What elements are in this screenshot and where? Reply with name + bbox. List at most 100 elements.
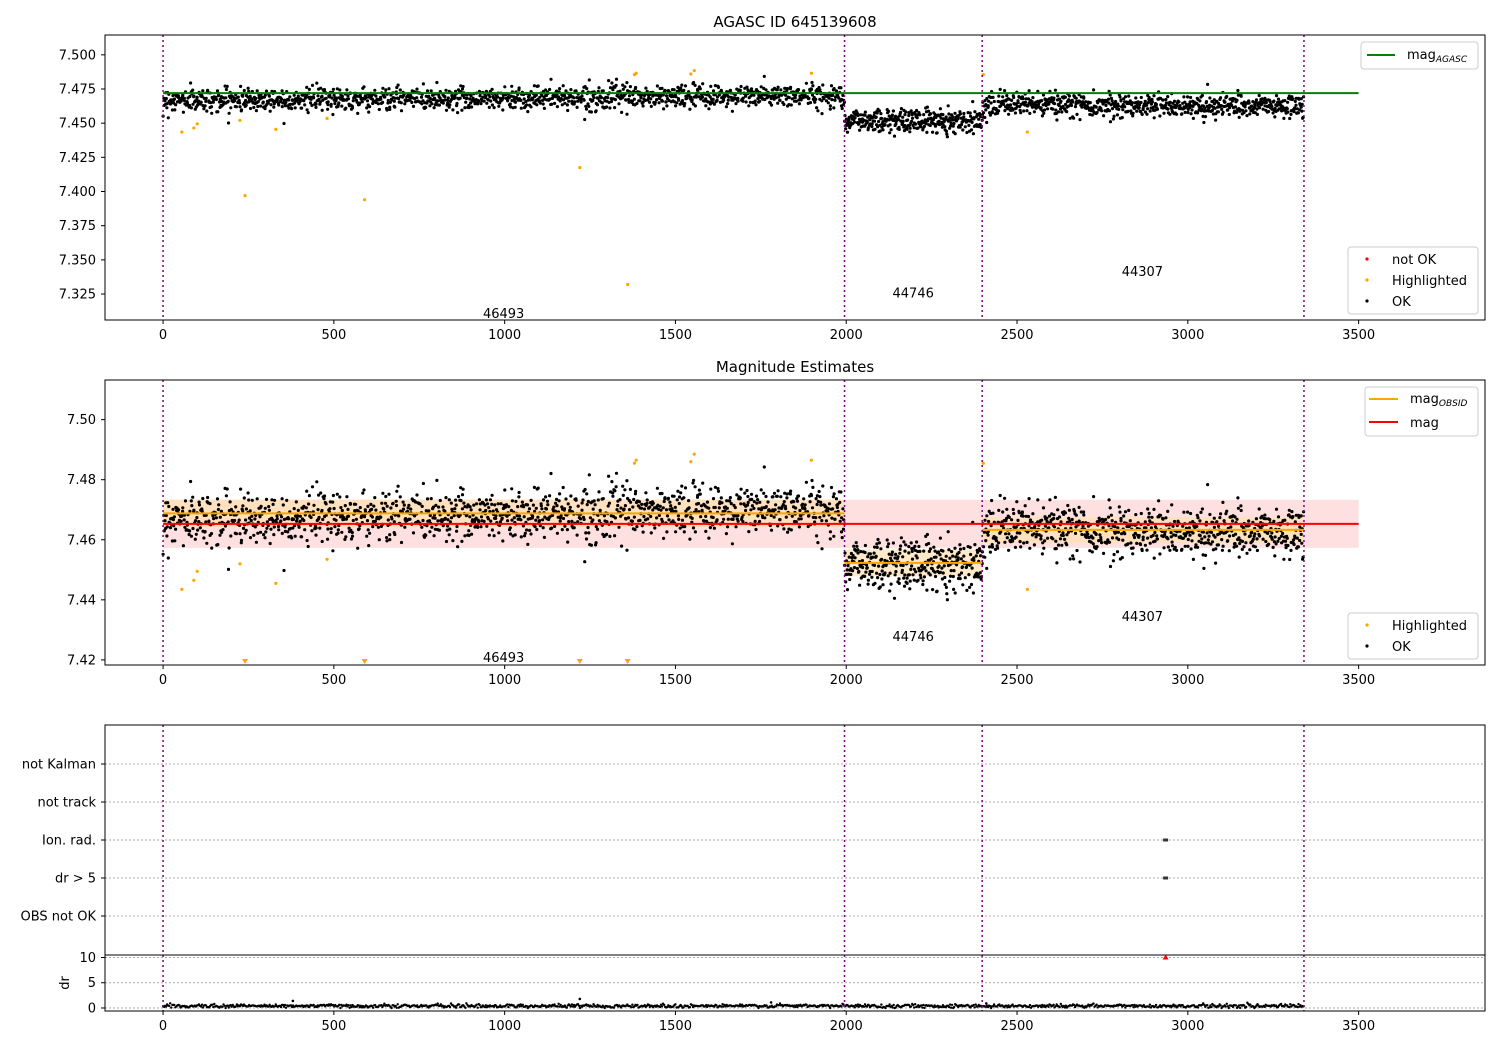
- ok-point: [419, 95, 424, 99]
- highlighted-point: [578, 165, 582, 170]
- ok-point: [1021, 514, 1025, 518]
- ok-point: [1166, 509, 1170, 513]
- ok-point: [365, 534, 369, 538]
- ok-point: [490, 493, 494, 497]
- ok-point: [324, 96, 328, 100]
- ok-point: [1152, 507, 1156, 511]
- ok-point: [933, 549, 937, 553]
- y-tick-label: 7.400: [59, 185, 96, 200]
- ok-point: [316, 94, 320, 98]
- ok-point: [188, 509, 192, 513]
- ok-point: [725, 499, 729, 503]
- out-of-range-marker: [624, 659, 631, 664]
- ok-point: [237, 518, 241, 522]
- ok-point: [280, 105, 284, 109]
- ok-point: [969, 114, 973, 118]
- ok-point: [634, 85, 638, 90]
- ok-point: [165, 106, 169, 110]
- ok-point: [952, 587, 956, 592]
- ok-point: [734, 525, 738, 529]
- ok-point: [1251, 537, 1255, 541]
- ok-point: [961, 583, 965, 587]
- ok-point: [1273, 535, 1277, 539]
- ok-point: [641, 104, 645, 108]
- ok-point: [820, 112, 824, 116]
- ok-point: [272, 525, 276, 529]
- ok-point: [700, 508, 704, 512]
- ok-point: [947, 548, 951, 552]
- ok-point: [1175, 104, 1179, 108]
- ok-point: [994, 536, 998, 540]
- ok-point: [794, 99, 798, 103]
- ok-point: [233, 518, 237, 523]
- ok-point: [298, 514, 302, 518]
- ok-point: [1195, 513, 1199, 517]
- ok-point: [1115, 113, 1120, 117]
- ok-point: [192, 94, 196, 98]
- ok-point: [651, 501, 655, 505]
- ok-point: [701, 481, 705, 485]
- ok-point: [707, 506, 711, 510]
- ok-point: [1072, 557, 1076, 561]
- ok-point: [1022, 541, 1026, 545]
- ok-point: [929, 557, 933, 561]
- ok-point: [304, 506, 308, 510]
- out-of-range-marker: [361, 659, 368, 664]
- ok-point: [542, 106, 547, 110]
- ok-point: [329, 102, 333, 106]
- ok-point: [351, 518, 355, 523]
- ok-point: [725, 506, 729, 510]
- ok-point: [1248, 112, 1252, 116]
- ok-point: [810, 93, 815, 97]
- ok-point: [653, 100, 657, 104]
- ok-point: [877, 109, 882, 113]
- ok-point: [510, 518, 514, 522]
- ok-point: [1108, 93, 1112, 97]
- ok-point: [437, 528, 441, 532]
- highlighted-point: [809, 71, 813, 75]
- ok-point: [1170, 503, 1174, 507]
- ok-point: [544, 495, 548, 499]
- ok-point: [840, 516, 844, 520]
- ok-point: [460, 539, 464, 544]
- ok-point: [610, 81, 614, 85]
- ok-point: [1007, 548, 1011, 552]
- ok-point: [1031, 512, 1035, 516]
- ok-point: [1012, 511, 1016, 516]
- ok-point: [660, 491, 664, 496]
- ok-point: [467, 105, 471, 110]
- legend-highlighted: Highlighted: [1392, 274, 1467, 289]
- ok-point: [1145, 103, 1149, 107]
- ok-point: [1250, 530, 1254, 534]
- ok-point: [680, 83, 684, 87]
- ok-point: [310, 529, 314, 533]
- ok-point: [1210, 108, 1215, 112]
- ok-point: [887, 109, 891, 113]
- ok-point: [1003, 496, 1007, 500]
- ok-point: [605, 520, 609, 524]
- ok-point: [876, 576, 880, 580]
- ok-point: [1162, 111, 1166, 115]
- ok-point: [802, 89, 806, 93]
- ok-point: [535, 527, 539, 532]
- ok-point: [875, 542, 879, 546]
- ok-point: [1285, 536, 1289, 540]
- ok-point: [1191, 531, 1195, 535]
- ok-point: [822, 97, 826, 101]
- ok-point: [335, 96, 339, 100]
- ok-point: [745, 85, 749, 89]
- ok-point: [665, 530, 669, 534]
- y-tick-label: 7.44: [67, 593, 96, 608]
- ok-point: [890, 550, 895, 554]
- ok-point: [1036, 498, 1040, 502]
- ok-point: [1227, 549, 1231, 553]
- ok-point: [171, 94, 175, 98]
- ok-point: [744, 508, 748, 513]
- ok-point: [1277, 536, 1281, 541]
- ok-point: [561, 485, 565, 490]
- ok-point: [239, 487, 243, 491]
- ok-point: [816, 541, 820, 545]
- ok-point: [572, 96, 576, 100]
- ok-point: [302, 99, 306, 103]
- ok-point: [330, 96, 334, 100]
